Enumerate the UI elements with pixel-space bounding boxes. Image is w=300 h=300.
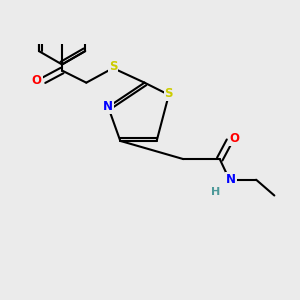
Text: O: O [32, 74, 42, 87]
Text: S: S [109, 60, 117, 74]
Text: N: N [103, 100, 113, 113]
Text: H: H [212, 187, 221, 197]
Text: N: N [226, 173, 236, 186]
Text: S: S [165, 87, 173, 100]
Text: O: O [229, 132, 239, 145]
